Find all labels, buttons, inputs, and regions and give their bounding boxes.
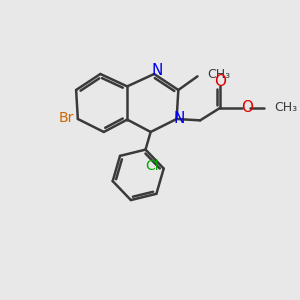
- Text: O: O: [214, 74, 226, 89]
- Text: N: N: [174, 112, 185, 127]
- Text: O: O: [241, 100, 253, 115]
- Text: CH₃: CH₃: [207, 68, 230, 81]
- Text: Cl: Cl: [145, 159, 159, 173]
- Text: N: N: [152, 63, 163, 78]
- Text: Br: Br: [58, 111, 74, 125]
- Text: CH₃: CH₃: [274, 101, 297, 114]
